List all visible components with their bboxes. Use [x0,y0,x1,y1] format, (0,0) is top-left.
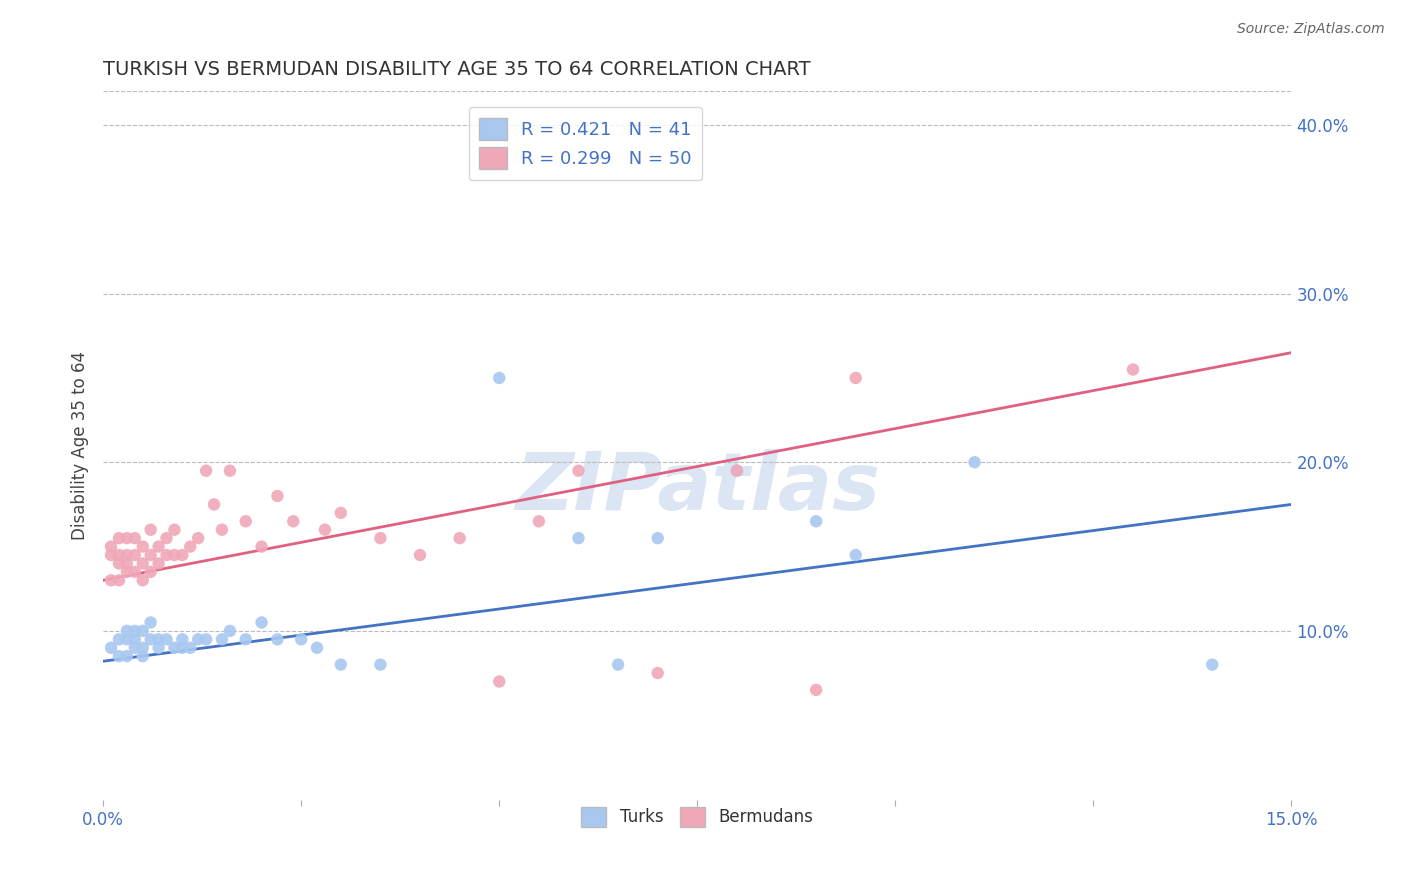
Point [370,657,392,672]
Point [1201,657,1223,672]
Point [100,574,122,588]
Point [139,565,162,579]
Point [211,523,233,537]
Point [607,657,630,672]
Point [115,531,138,545]
Point [195,632,218,647]
Point [370,531,392,545]
Point [115,649,138,664]
Point [409,548,432,562]
Point [567,531,589,545]
Point [132,624,155,638]
Point [219,624,242,638]
Point [527,514,550,528]
Point [108,574,131,588]
Point [115,565,138,579]
Point [148,540,170,554]
Point [250,540,273,554]
Point [963,455,986,469]
Point [115,557,138,571]
Point [179,640,201,655]
Point [845,548,868,562]
Point [283,514,305,528]
Point [124,632,146,647]
Point [647,531,669,545]
Point [804,514,827,528]
Point [725,464,748,478]
Text: ZIPatlas: ZIPatlas [515,449,880,527]
Point [845,371,868,385]
Point [108,548,131,562]
Point [250,615,273,630]
Point [567,464,589,478]
Point [100,640,122,655]
Point [219,464,242,478]
Point [124,548,146,562]
Point [211,632,233,647]
Point [148,632,170,647]
Point [266,489,288,503]
Point [488,371,510,385]
Point [195,464,218,478]
Point [235,514,257,528]
Point [139,548,162,562]
Y-axis label: Disability Age 35 to 64: Disability Age 35 to 64 [72,351,89,540]
Point [235,632,257,647]
Point [172,632,194,647]
Point [305,640,328,655]
Point [108,557,131,571]
Point [179,540,201,554]
Point [132,557,155,571]
Point [187,632,209,647]
Point [132,540,155,554]
Point [132,640,155,655]
Point [647,666,669,681]
Point [132,649,155,664]
Point [139,523,162,537]
Point [108,632,131,647]
Point [449,531,471,545]
Point [155,632,177,647]
Point [290,632,312,647]
Point [202,497,225,511]
Text: Source: ZipAtlas.com: Source: ZipAtlas.com [1237,22,1385,37]
Text: TURKISH VS BERMUDAN DISABILITY AGE 35 TO 64 CORRELATION CHART: TURKISH VS BERMUDAN DISABILITY AGE 35 TO… [103,60,811,78]
Point [115,632,138,647]
Point [804,682,827,697]
Point [155,531,177,545]
Point [100,548,122,562]
Point [163,523,186,537]
Point [115,624,138,638]
Point [172,548,194,562]
Point [314,523,336,537]
Point [329,506,352,520]
Point [139,632,162,647]
Point [329,657,352,672]
Point [115,548,138,562]
Point [148,640,170,655]
Point [124,640,146,655]
Point [1122,362,1144,376]
Point [148,557,170,571]
Point [124,531,146,545]
Point [266,632,288,647]
Legend: Turks, Bermudans: Turks, Bermudans [575,800,820,834]
Point [163,548,186,562]
Point [163,640,186,655]
Point [108,649,131,664]
Point [124,624,146,638]
Point [187,531,209,545]
Point [139,615,162,630]
Point [488,674,510,689]
Point [124,565,146,579]
Point [100,540,122,554]
Point [108,531,131,545]
Point [172,640,194,655]
Point [132,574,155,588]
Point [725,464,748,478]
Point [155,548,177,562]
